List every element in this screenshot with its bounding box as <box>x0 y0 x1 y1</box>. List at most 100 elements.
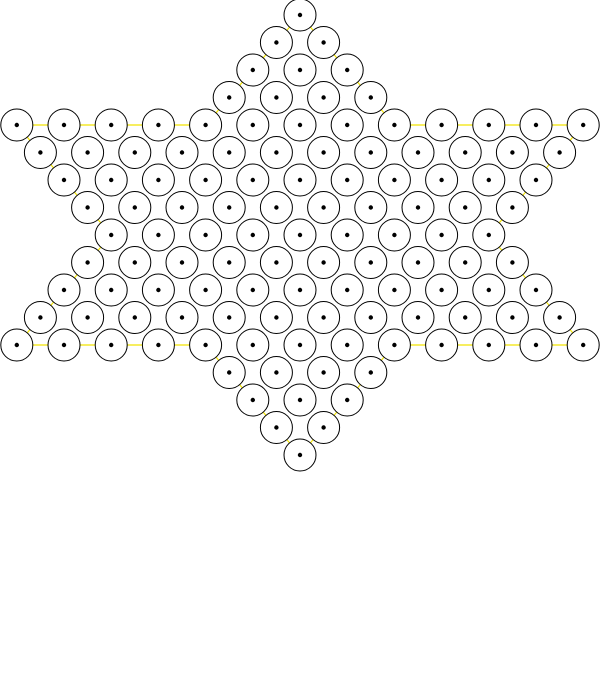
board-hole[interactable] <box>401 136 435 169</box>
board-hole[interactable] <box>259 356 293 389</box>
board-hole[interactable] <box>566 328 600 362</box>
board-hole[interactable] <box>377 108 411 142</box>
board-hole[interactable] <box>259 136 293 169</box>
board-hole[interactable] <box>425 328 459 362</box>
board-hole[interactable] <box>354 246 388 279</box>
board-hole[interactable] <box>236 53 270 87</box>
board-hole[interactable] <box>94 108 128 142</box>
board-hole[interactable] <box>94 218 128 252</box>
board-hole[interactable] <box>259 26 293 59</box>
board-hole[interactable] <box>354 301 388 334</box>
board-hole[interactable] <box>283 438 317 472</box>
board-hole[interactable] <box>189 163 223 197</box>
board-hole[interactable] <box>283 108 317 142</box>
board-hole[interactable] <box>425 163 459 197</box>
board-hole[interactable] <box>307 26 341 59</box>
board-hole[interactable] <box>448 301 482 334</box>
board-hole[interactable] <box>448 191 482 224</box>
board-hole[interactable] <box>283 53 317 87</box>
board-hole[interactable] <box>259 81 293 114</box>
board-hole[interactable] <box>330 163 364 197</box>
board-hole[interactable] <box>259 301 293 334</box>
board-hole[interactable] <box>330 218 364 252</box>
board-hole[interactable] <box>495 301 529 334</box>
board-hole[interactable] <box>330 273 364 307</box>
board-hole[interactable] <box>189 328 223 362</box>
board-hole[interactable] <box>283 328 317 362</box>
board-hole[interactable] <box>495 246 529 279</box>
board-hole[interactable] <box>259 246 293 279</box>
board-hole[interactable] <box>141 328 175 362</box>
board-hole[interactable] <box>236 163 270 197</box>
board-hole[interactable] <box>47 273 81 307</box>
board-hole[interactable] <box>472 218 506 252</box>
board-hole[interactable] <box>118 246 152 279</box>
board-hole[interactable] <box>519 328 553 362</box>
board-hole[interactable] <box>141 163 175 197</box>
board-hole[interactable] <box>141 218 175 252</box>
board-hole[interactable] <box>236 273 270 307</box>
board-hole[interactable] <box>401 246 435 279</box>
board-hole[interactable] <box>236 383 270 417</box>
board-hole[interactable] <box>236 328 270 362</box>
board-hole[interactable] <box>425 108 459 142</box>
board-hole[interactable] <box>377 218 411 252</box>
board-hole[interactable] <box>448 136 482 169</box>
board-hole[interactable] <box>71 136 105 169</box>
board-hole[interactable] <box>212 136 246 169</box>
board-hole[interactable] <box>354 356 388 389</box>
board-hole[interactable] <box>118 136 152 169</box>
board-hole[interactable] <box>259 191 293 224</box>
board-hole[interactable] <box>94 163 128 197</box>
board-hole[interactable] <box>307 81 341 114</box>
board-hole[interactable] <box>165 136 199 169</box>
board-hole[interactable] <box>94 273 128 307</box>
board-hole[interactable] <box>259 411 293 444</box>
board-hole[interactable] <box>377 328 411 362</box>
board-hole[interactable] <box>189 108 223 142</box>
board-hole[interactable] <box>425 273 459 307</box>
board-hole[interactable] <box>354 191 388 224</box>
board-hole[interactable] <box>307 136 341 169</box>
board-hole[interactable] <box>519 163 553 197</box>
board-hole[interactable] <box>118 191 152 224</box>
board-hole[interactable] <box>189 218 223 252</box>
board-hole[interactable] <box>377 163 411 197</box>
board-hole[interactable] <box>448 246 482 279</box>
board-hole[interactable] <box>307 191 341 224</box>
board-hole[interactable] <box>519 273 553 307</box>
board-hole[interactable] <box>330 328 364 362</box>
board-hole[interactable] <box>71 301 105 334</box>
board-hole[interactable] <box>495 191 529 224</box>
board-hole[interactable] <box>472 108 506 142</box>
board-hole[interactable] <box>283 0 317 32</box>
board-hole[interactable] <box>0 108 34 142</box>
board-hole[interactable] <box>212 356 246 389</box>
board-hole[interactable] <box>212 191 246 224</box>
board-hole[interactable] <box>330 53 364 87</box>
board-hole[interactable] <box>141 108 175 142</box>
board-hole[interactable] <box>165 191 199 224</box>
board-hole[interactable] <box>401 301 435 334</box>
board-hole[interactable] <box>307 411 341 444</box>
board-hole[interactable] <box>283 218 317 252</box>
board-hole[interactable] <box>472 273 506 307</box>
board-hole[interactable] <box>165 301 199 334</box>
board-hole[interactable] <box>47 163 81 197</box>
board-hole[interactable] <box>330 108 364 142</box>
board-hole[interactable] <box>47 328 81 362</box>
board-hole[interactable] <box>307 301 341 334</box>
board-hole[interactable] <box>425 218 459 252</box>
board-hole[interactable] <box>23 136 57 169</box>
board-hole[interactable] <box>236 218 270 252</box>
board-hole[interactable] <box>472 163 506 197</box>
board-hole[interactable] <box>212 81 246 114</box>
board-hole[interactable] <box>543 136 577 169</box>
board-hole[interactable] <box>354 136 388 169</box>
board-hole[interactable] <box>236 108 270 142</box>
board-hole[interactable] <box>283 163 317 197</box>
board-hole[interactable] <box>71 246 105 279</box>
board-hole[interactable] <box>212 301 246 334</box>
board-hole[interactable] <box>401 191 435 224</box>
board-hole[interactable] <box>189 273 223 307</box>
